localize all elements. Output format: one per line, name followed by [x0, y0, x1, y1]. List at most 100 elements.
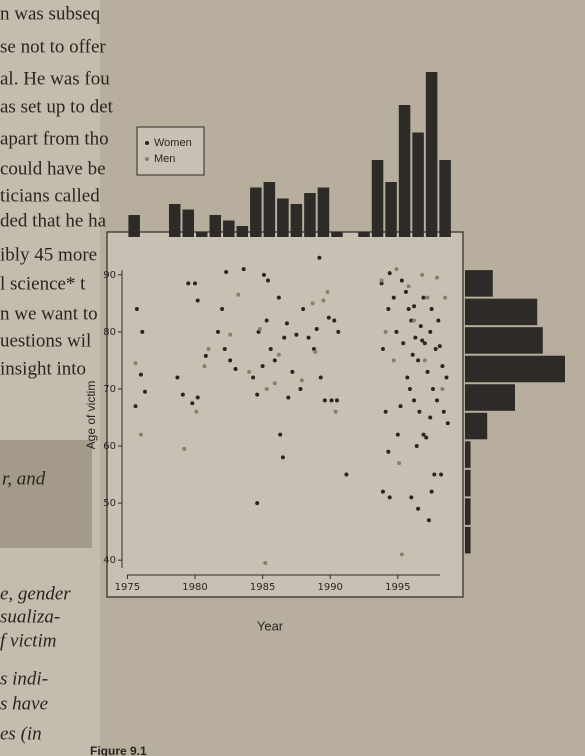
point — [236, 292, 241, 297]
y-tick-label: 60 — [103, 441, 116, 452]
point — [387, 271, 392, 276]
point — [420, 338, 425, 343]
point — [142, 389, 147, 394]
point — [195, 298, 200, 303]
right-histogram-bar — [465, 498, 471, 525]
point — [318, 375, 323, 380]
point — [255, 501, 260, 506]
legend-marker — [145, 157, 149, 161]
right-histogram-bar — [465, 441, 471, 468]
point — [301, 307, 306, 312]
legend-marker — [145, 141, 149, 145]
point — [272, 381, 277, 386]
point — [190, 401, 195, 406]
point — [251, 375, 256, 380]
point — [425, 295, 430, 300]
top-histogram-bar — [439, 160, 451, 237]
point — [383, 409, 388, 414]
point — [186, 281, 191, 286]
top-histogram-bar — [358, 231, 370, 237]
point — [266, 278, 271, 283]
point — [424, 435, 429, 440]
body-text-line: f victim — [0, 630, 56, 651]
point — [422, 341, 427, 346]
top-histogram-bar — [304, 193, 316, 237]
top-histogram-bar — [331, 231, 343, 237]
point — [333, 409, 338, 414]
x-tick-label: 1990 — [317, 582, 342, 593]
legend-label: Women — [154, 137, 192, 149]
body-text-line: n we want to — [0, 303, 98, 324]
top-histogram-bar — [223, 220, 235, 237]
top-histogram-bar — [317, 187, 330, 237]
point — [428, 415, 433, 420]
point — [344, 472, 349, 477]
point — [380, 489, 385, 494]
top-histogram-bar — [128, 215, 140, 237]
point — [257, 327, 262, 332]
body-text-line: insight into — [0, 358, 86, 379]
point — [416, 506, 421, 511]
top-histogram-bar — [385, 182, 397, 237]
point — [412, 398, 417, 403]
point — [395, 432, 400, 437]
point — [421, 295, 426, 300]
point — [380, 347, 385, 352]
point — [445, 421, 450, 426]
point — [414, 444, 419, 449]
x-tick-label: 1980 — [182, 582, 207, 593]
point — [433, 347, 438, 352]
point — [233, 366, 238, 371]
point — [439, 472, 444, 477]
point — [182, 446, 187, 451]
point — [422, 358, 427, 363]
y-tick-label: 70 — [103, 384, 116, 395]
body-text-line: apart from tho — [0, 128, 109, 149]
right-histogram-bar — [465, 412, 488, 440]
top-histogram-bar — [236, 226, 249, 237]
x-tick-label: 1985 — [250, 582, 275, 593]
body-text-line: al. He was fou — [0, 68, 110, 89]
sidebar-box — [0, 440, 92, 548]
body-text-line: sualiza- — [0, 606, 60, 627]
point — [421, 432, 426, 437]
point — [306, 335, 311, 340]
point — [403, 289, 408, 294]
point — [298, 386, 303, 391]
point — [134, 307, 139, 312]
body-text-line: ticians called — [0, 185, 100, 206]
point — [264, 318, 269, 323]
point — [412, 318, 417, 323]
point — [441, 409, 446, 414]
point — [401, 341, 406, 346]
right-histogram-bar — [465, 270, 493, 297]
point — [290, 369, 295, 374]
point — [276, 295, 281, 300]
point — [435, 398, 440, 403]
right-histogram-bar — [465, 355, 565, 383]
point — [406, 284, 411, 289]
point — [241, 267, 246, 272]
right-histogram-bar — [465, 384, 515, 411]
body-text-line: uestions wil — [0, 330, 91, 351]
right-histogram-bar — [465, 469, 471, 497]
point — [268, 347, 273, 352]
point — [412, 304, 417, 309]
point — [429, 307, 434, 312]
point — [428, 329, 433, 334]
body-text-line: es (in — [0, 723, 42, 744]
point — [325, 289, 330, 294]
y-tick-label: 80 — [103, 327, 116, 338]
left-page — [0, 0, 100, 756]
point — [284, 321, 289, 326]
body-text-line: ded that he ha — [0, 210, 107, 231]
point — [391, 295, 396, 300]
top-histogram-bar — [209, 215, 222, 237]
right-histogram-bar — [465, 327, 543, 354]
point — [334, 398, 339, 403]
point — [263, 561, 268, 566]
point — [397, 461, 402, 466]
point — [429, 489, 434, 494]
point — [140, 329, 145, 334]
top-histogram-bar — [277, 198, 289, 237]
